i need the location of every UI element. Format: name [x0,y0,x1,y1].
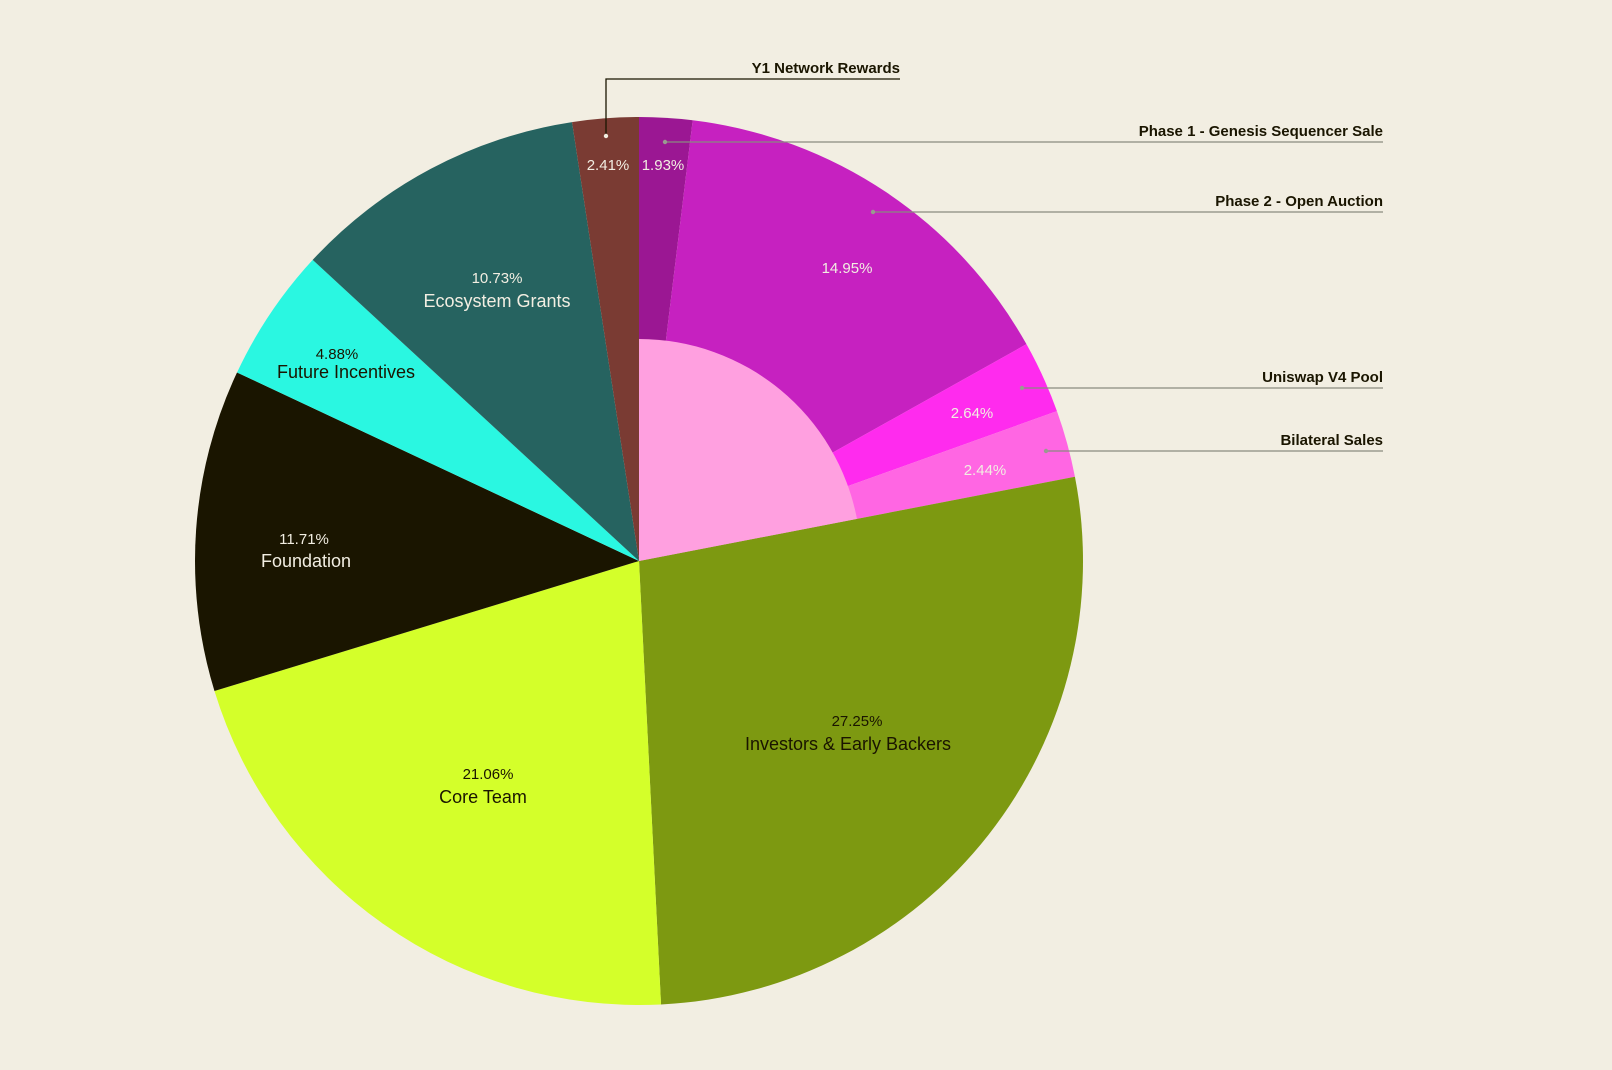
slice-percent-label: 14.95% [822,260,873,277]
callout-label: Phase 2 - Open Auction [1215,193,1383,210]
callout-leader-line [605,78,900,136]
slice-percent-label: 11.71% [279,531,329,548]
slice-name-label: Investors & Early Backers [745,734,951,754]
slice-foundation [195,372,639,692]
slice-percent-label: 10.73% [472,270,523,287]
slice-percent-label: 27.25% [832,713,883,730]
callout-label: Phase 1 - Genesis Sequencer Sale [1139,123,1383,140]
slice-y1-network-rewards [572,117,639,561]
slice-percent-label: 21.06% [463,766,514,783]
callout-dot [1019,385,1025,391]
slice-percent-label: 4.88% [316,346,359,363]
callout-dot [662,139,668,145]
slice-name-label: Future Incentives [277,362,415,382]
slice-future-incentives [237,259,640,561]
inner-sale-sector [639,339,857,561]
slice-name-label: Core Team [439,787,527,807]
callout-dot [870,209,876,215]
callout-label: Y1 Network Rewards [752,60,900,77]
slice-core-team [214,561,662,1005]
slice-name-label: Foundation [261,551,351,571]
slice-investors-early-backers [639,476,1083,1005]
slice-percent-label: 2.41% [587,157,630,174]
callout-label: Bilateral Sales [1280,432,1383,449]
callout-label: Uniswap V4 Pool [1262,369,1383,386]
slice-name-label: Ecosystem Grants [423,291,570,311]
slice-ecosystem-grants [312,122,639,561]
callout-dot [603,133,609,139]
slice-percent-label: 2.44% [964,462,1007,479]
slice-percent-label: 2.64% [951,405,994,422]
slice-percent-label: 1.93% [642,157,685,174]
callout-dot [1043,448,1049,454]
